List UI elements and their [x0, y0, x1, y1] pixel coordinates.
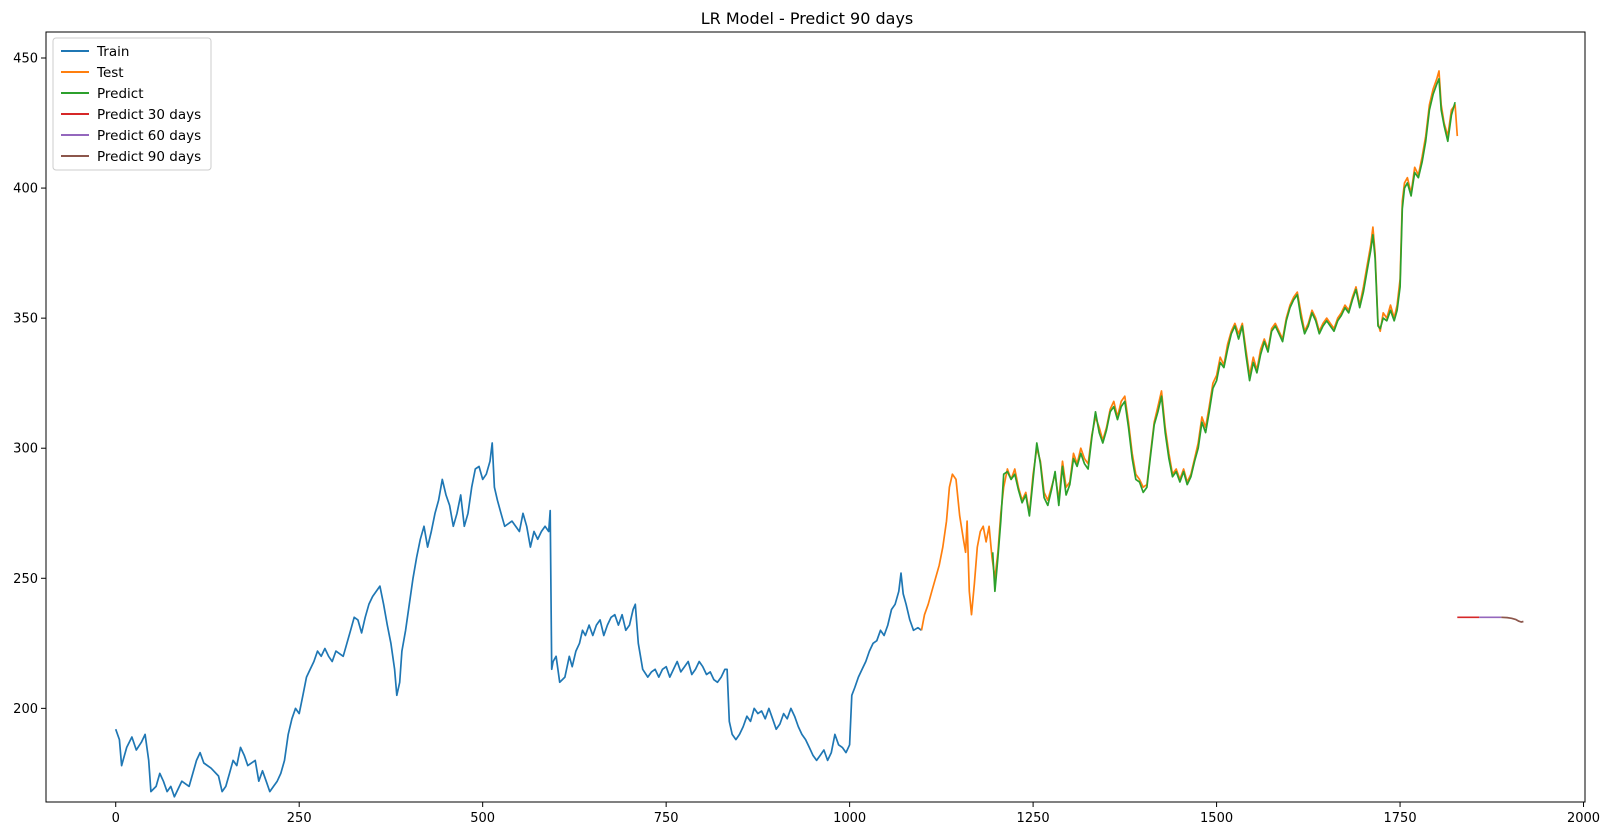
y-tick-label: 200 [13, 702, 38, 717]
legend-label: Predict [97, 86, 144, 102]
plot-frame [45, 31, 1586, 803]
legend-label: Predict 30 days [97, 107, 201, 123]
series-line-predict-90-days [1501, 616, 1524, 623]
x-tick-label: 1250 [1017, 811, 1050, 826]
y-tick-label: 350 [13, 312, 38, 327]
x-tick-label: 750 [654, 811, 679, 826]
legend-label: Train [96, 44, 129, 60]
chart-title: LR Model - Predict 90 days [701, 9, 914, 28]
y-tick-label: 450 [13, 52, 38, 67]
x-tick-label: 1750 [1384, 811, 1417, 826]
x-tick-label: 1500 [1200, 811, 1233, 826]
x-tick-label: 500 [470, 811, 495, 826]
plot-area: 0 250 500 750 1000 1250 1500 1750 2000 200 250 300 3… [13, 31, 1600, 826]
legend-label: Predict 90 days [97, 149, 201, 165]
x-tick-label: 0 [112, 811, 120, 826]
legend-label: Test [96, 65, 124, 81]
y-tick-label: 400 [13, 182, 38, 197]
y-tick-label: 250 [13, 572, 38, 587]
legend-label: Predict 60 days [97, 128, 201, 144]
x-tick-label: 1000 [833, 811, 866, 826]
legend: Train Test Predict Predict 30 days Predict 6… [52, 37, 212, 171]
series-line-predict [991, 77, 1456, 593]
x-tick-label: 250 [287, 811, 312, 826]
legend-box [52, 37, 212, 171]
series-line-train [114, 442, 922, 798]
x-tick-label: 2000 [1567, 811, 1600, 826]
y-tick-label: 300 [13, 442, 38, 457]
series-lines [114, 70, 1524, 798]
